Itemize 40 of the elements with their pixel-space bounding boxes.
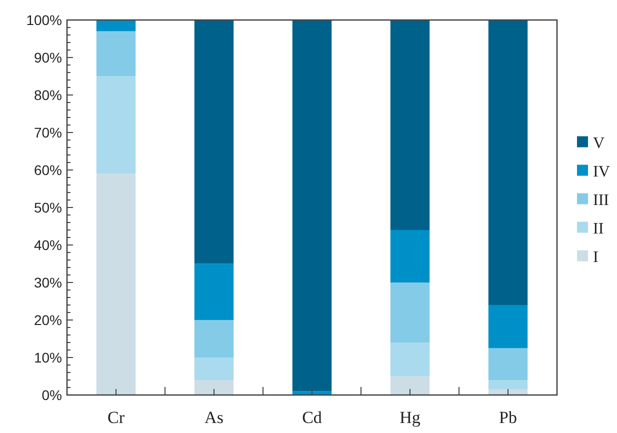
bar bbox=[96, 76, 136, 174]
bar bbox=[194, 320, 234, 358]
y-tick-label: 20% bbox=[34, 312, 62, 328]
bar bbox=[194, 20, 234, 264]
x-tick-label: Cd bbox=[302, 408, 322, 427]
bar bbox=[96, 31, 136, 76]
x-tick-label: Hg bbox=[400, 408, 421, 427]
bar bbox=[194, 358, 234, 380]
x-tick-label: As bbox=[204, 408, 224, 427]
legend-label: IV bbox=[593, 163, 610, 180]
y-tick-label: 50% bbox=[34, 199, 62, 216]
bar bbox=[194, 264, 234, 320]
bar bbox=[96, 20, 136, 32]
y-tick-label: 30% bbox=[34, 274, 62, 290]
legend-label: V bbox=[593, 134, 605, 152]
legend-label: II bbox=[593, 220, 604, 238]
legend-label: I bbox=[593, 248, 598, 266]
bar bbox=[390, 342, 430, 376]
x-tick-label: Pb bbox=[499, 408, 517, 427]
bar bbox=[488, 380, 528, 390]
y-tick-label: 70% bbox=[34, 124, 62, 140]
x-tick-label: Cr bbox=[108, 408, 125, 427]
y-tick-label: 100% bbox=[26, 12, 62, 28]
bar bbox=[194, 380, 234, 395]
bar bbox=[488, 20, 528, 305]
y-tick-label: 80% bbox=[34, 86, 62, 103]
bar bbox=[390, 230, 430, 282]
y-tick-label: 40% bbox=[34, 236, 62, 253]
y-tick-label: 0% bbox=[42, 386, 62, 403]
bar bbox=[488, 305, 528, 348]
y-tick-label: 60% bbox=[34, 162, 62, 178]
bar bbox=[390, 376, 430, 395]
legend-label: III bbox=[593, 192, 609, 209]
bar bbox=[292, 20, 332, 392]
bar bbox=[488, 348, 528, 380]
bar bbox=[96, 174, 136, 395]
y-tick-label: 10% bbox=[34, 349, 62, 366]
bar bbox=[390, 282, 430, 342]
y-tick-label: 90% bbox=[34, 49, 62, 66]
bar bbox=[390, 20, 430, 230]
